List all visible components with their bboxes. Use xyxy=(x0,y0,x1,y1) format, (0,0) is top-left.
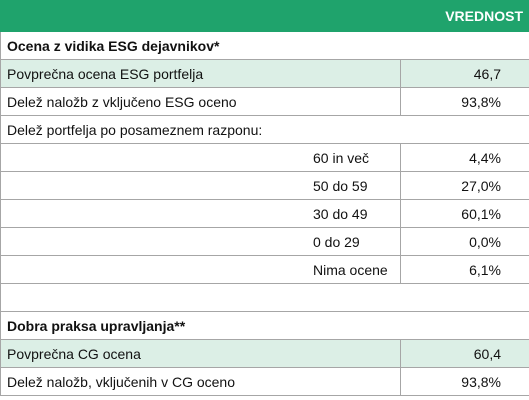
header-row: VREDNOST xyxy=(0,0,529,32)
header-label: VREDNOST xyxy=(400,0,529,32)
row-label: Delež naložb z vključeno ESG oceno xyxy=(0,87,401,116)
row-label: Povprečna ocena ESG portfelja xyxy=(0,59,401,88)
range-label: 0 do 29 xyxy=(0,227,401,256)
row-value: 60,4 xyxy=(400,339,529,368)
spacer-row xyxy=(0,283,529,312)
data-row: Povprečna CG ocena 60,4 xyxy=(0,339,529,368)
section-title: Dobra praksa upravljanja** xyxy=(0,311,529,340)
row-value: 46,7 xyxy=(400,59,529,88)
range-label: 60 in več xyxy=(0,143,401,172)
section-row: Ocena z vidika ESG dejavnikov* xyxy=(0,31,529,60)
spacer xyxy=(0,283,529,312)
breakdown-title: Delež portfelja po posameznem razponu: xyxy=(0,115,529,144)
range-value: 27,0% xyxy=(400,171,529,200)
data-row: Delež naložb, vključenih v CG oceno 93,8% xyxy=(0,367,529,396)
range-label: Nima ocene xyxy=(0,255,401,284)
header-blank xyxy=(0,0,401,32)
range-label: 50 do 59 xyxy=(0,171,401,200)
section-row: Dobra praksa upravljanja** xyxy=(0,311,529,340)
range-label: 30 do 49 xyxy=(0,199,401,228)
breakdown-row: 50 do 59 27,0% xyxy=(0,171,529,200)
section-title: Ocena z vidika ESG dejavnikov* xyxy=(0,31,529,60)
breakdown-title-row: Delež portfelja po posameznem razponu: xyxy=(0,115,529,144)
range-value: 0,0% xyxy=(400,227,529,256)
range-value: 60,1% xyxy=(400,199,529,228)
range-value: 6,1% xyxy=(400,255,529,284)
row-label: Povprečna CG ocena xyxy=(0,339,401,368)
breakdown-row: Nima ocene 6,1% xyxy=(0,255,529,284)
row-label: Delež naložb, vključenih v CG oceno xyxy=(0,367,401,396)
breakdown-row: 30 do 49 60,1% xyxy=(0,199,529,228)
row-value: 93,8% xyxy=(400,367,529,396)
data-row: Delež naložb z vključeno ESG oceno 93,8% xyxy=(0,87,529,116)
breakdown-row: 0 do 29 0,0% xyxy=(0,227,529,256)
range-value: 4,4% xyxy=(400,143,529,172)
breakdown-row: 60 in več 4,4% xyxy=(0,143,529,172)
data-row: Povprečna ocena ESG portfelja 46,7 xyxy=(0,59,529,88)
row-value: 93,8% xyxy=(400,87,529,116)
